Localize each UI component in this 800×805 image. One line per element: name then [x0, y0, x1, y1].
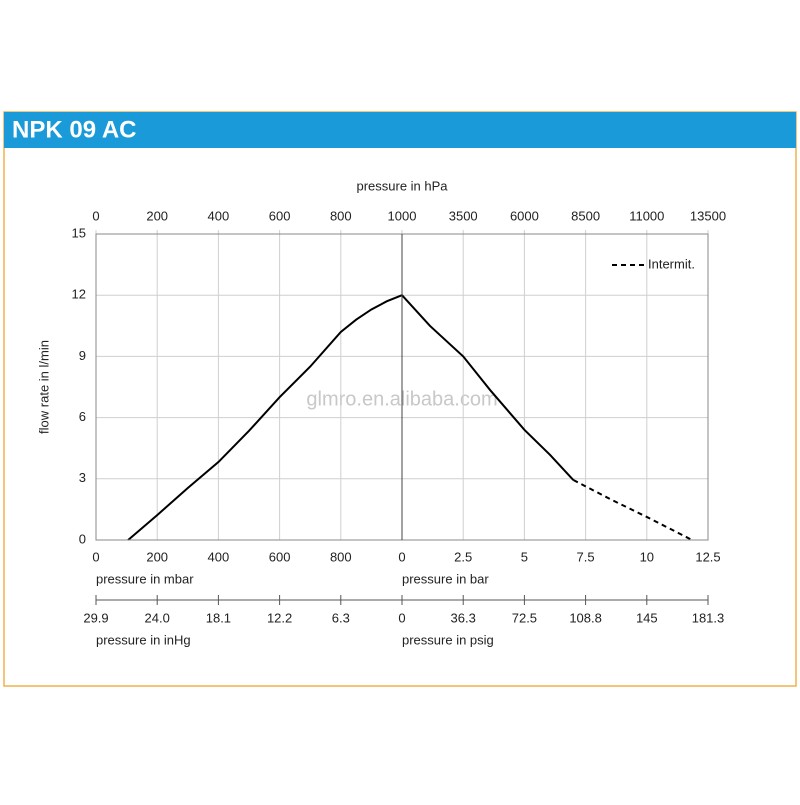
x-tick-label: 10: [640, 549, 654, 564]
top-tick-label: 13500: [690, 208, 726, 223]
y-tick-label: 6: [79, 409, 86, 424]
lower-tick-label: 0: [398, 610, 405, 625]
x-tick-label: 200: [146, 549, 168, 564]
x-tick-label: 5: [521, 549, 528, 564]
lower-tick-label: 12.2: [267, 610, 292, 625]
top-tick-label: 3500: [449, 208, 478, 223]
top-tick-label: 400: [208, 208, 230, 223]
top-tick-label: 11000: [629, 208, 664, 223]
x-axis-title: pressure in bar: [402, 571, 489, 586]
top-axis-title: pressure in hPa: [356, 178, 448, 193]
lower-tick-label: 108.8: [569, 610, 602, 625]
lower-tick-label: 181.3: [692, 610, 725, 625]
line-series: [572, 479, 693, 541]
top-tick-label: 1000: [388, 208, 417, 223]
lower-tick-label: 72.5: [512, 610, 537, 625]
top-tick-label: 600: [269, 208, 291, 223]
y-tick-label: 3: [79, 470, 86, 485]
lower-axis-title: pressure in psig: [402, 632, 494, 647]
x-tick-label: 0: [398, 549, 405, 564]
x-tick-label: 12.5: [695, 549, 720, 564]
x-axis-title: pressure in mbar: [96, 571, 194, 586]
lower-axis-title: pressure in inHg: [96, 632, 191, 647]
y-tick-label: 9: [79, 348, 86, 363]
x-tick-label: 600: [269, 549, 291, 564]
y-tick-label: 15: [72, 225, 86, 240]
line-series: [127, 294, 403, 541]
lower-tick-label: 24.0: [145, 610, 170, 625]
top-tick-label: 200: [146, 208, 168, 223]
top-tick-label: 800: [330, 208, 352, 223]
y-tick-label: 0: [79, 531, 86, 546]
lower-tick-label: 145: [636, 610, 658, 625]
x-tick-label: 400: [208, 549, 230, 564]
top-tick-label: 8500: [571, 208, 600, 223]
title: NPK 09 AC: [12, 116, 136, 143]
lower-tick-label: 29.9: [83, 610, 108, 625]
x-tick-label: 0: [92, 549, 99, 564]
title-bar: [4, 112, 796, 148]
legend-label: Intermit.: [648, 256, 695, 271]
lower-tick-label: 36.3: [451, 610, 476, 625]
top-tick-label: 6000: [510, 208, 539, 223]
lower-tick-label: 18.1: [206, 610, 231, 625]
line-series: [401, 294, 575, 481]
lower-tick-label: 6.3: [332, 610, 350, 625]
y-tick-label: 12: [72, 287, 86, 302]
x-tick-label: 800: [330, 549, 352, 564]
x-tick-label: 7.5: [577, 549, 595, 564]
x-tick-label: 2.5: [454, 549, 472, 564]
top-tick-label: 0: [92, 208, 99, 223]
y-axis-title: flow rate in l/min: [36, 340, 51, 434]
